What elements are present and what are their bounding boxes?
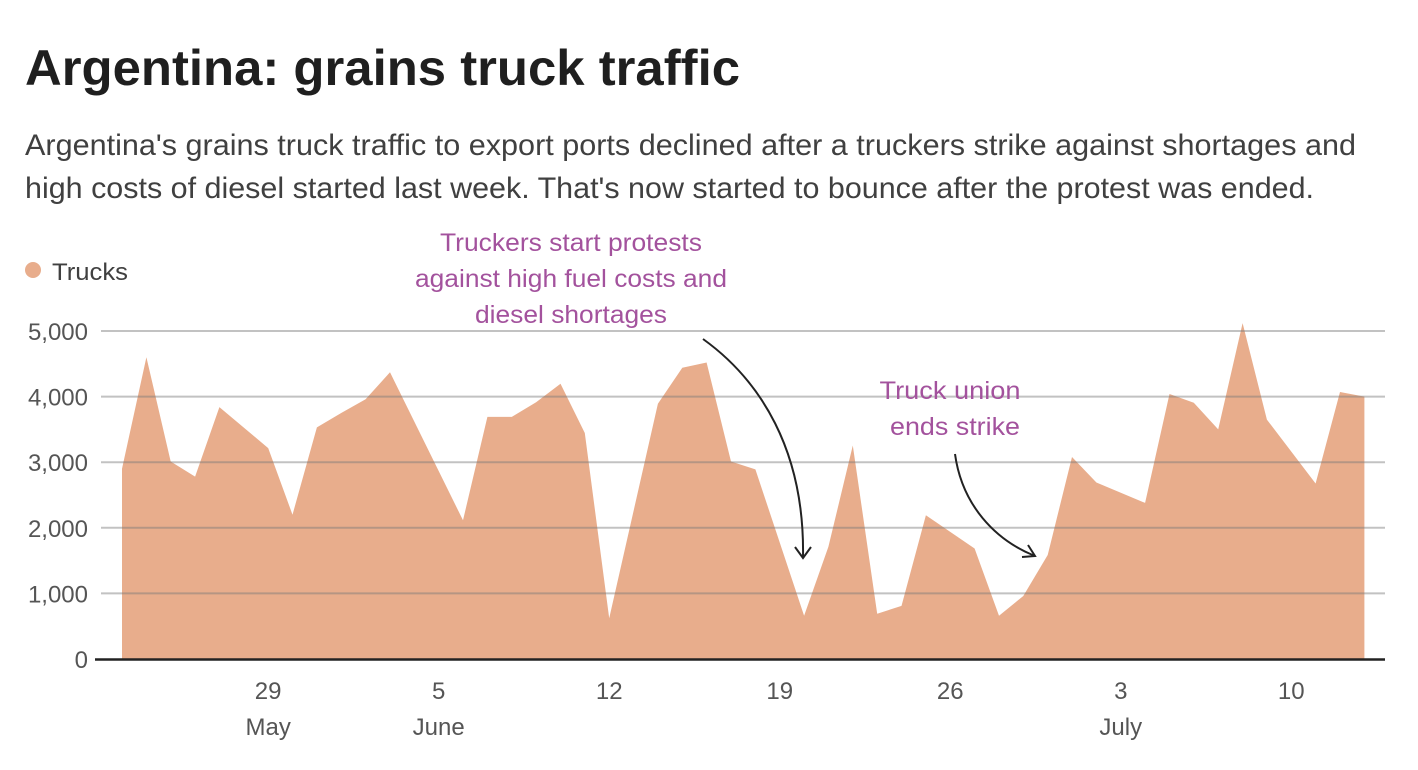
y-tick-label: 5,000: [28, 319, 88, 346]
data-point: [559, 382, 563, 386]
area-trucks: [122, 323, 1365, 659]
y-tick-label: 0: [75, 647, 88, 674]
data-point: [680, 366, 684, 370]
data-point: [1046, 553, 1050, 557]
x-tick-month-label: July: [1099, 714, 1142, 741]
data-point: [461, 518, 465, 522]
x-tick-label: 3: [1114, 678, 1127, 705]
data-point: [217, 405, 221, 409]
annotation-arrowhead-strike-ends: [1021, 544, 1037, 558]
data-point: [802, 614, 806, 618]
data-point: [656, 402, 660, 406]
data-point: [826, 545, 830, 549]
annotation-protests-start: Truckers start protests against high fue…: [415, 229, 812, 560]
data-point: [193, 475, 197, 479]
data-point: [1021, 594, 1025, 598]
legend: Trucks: [25, 259, 128, 286]
annotation-protests-line-3: diesel shortages: [475, 301, 667, 329]
data-point: [753, 467, 757, 471]
annotation-strike-ends-line-2: ends strike: [890, 413, 1020, 441]
y-tick-label: 1,000: [28, 581, 88, 608]
data-point: [169, 460, 173, 464]
x-tick-label: 5: [432, 678, 445, 705]
annotation-strike-ends: Truck union ends strike: [880, 377, 1037, 558]
y-axis-ticks: 0 1,000 2,000 3,000 4,000 5,000: [28, 319, 88, 674]
legend-label-trucks: Trucks: [52, 259, 128, 286]
data-point: [315, 425, 319, 429]
annotation-strike-ends-line-1: Truck union: [880, 377, 1021, 405]
data-point: [510, 415, 514, 419]
data-point: [1168, 392, 1172, 396]
data-point: [851, 444, 855, 448]
x-axis-ticks: 29 May 5 June 12 19 26 3 July 10: [245, 678, 1304, 741]
gridlines: [101, 330, 1385, 595]
data-point: [339, 411, 343, 415]
data-point: [388, 370, 392, 374]
annotation-protests-line-2: against high fuel costs and: [415, 265, 727, 293]
data-point: [120, 467, 124, 471]
x-tick-label: 19: [766, 678, 793, 705]
data-point: [1143, 501, 1147, 505]
data-point: [1241, 321, 1245, 325]
data-point: [924, 513, 928, 517]
data-point: [1094, 481, 1098, 485]
data-point: [729, 460, 733, 464]
data-point: [997, 614, 1001, 618]
chart-title: Argentina: grains truck traffic: [25, 40, 740, 96]
data-point: [266, 446, 270, 450]
data-point: [875, 612, 879, 616]
data-point: [973, 547, 977, 551]
data-point: [144, 355, 148, 359]
legend-swatch-trucks: [25, 262, 41, 278]
x-tick-month-label: May: [245, 714, 290, 741]
chart-subtitle-line-1: Argentina's grains truck traffic to expo…: [25, 129, 1356, 162]
annotation-arrow-protests: [702, 338, 805, 559]
annotation-protests-line-1: Truckers start protests: [440, 229, 702, 257]
data-point: [291, 513, 295, 517]
data-point: [1216, 427, 1220, 431]
data-point: [1192, 401, 1196, 405]
x-tick-label: 10: [1278, 678, 1305, 705]
data-point: [1362, 395, 1366, 399]
y-tick-label: 4,000: [28, 385, 88, 412]
data-point: [1314, 482, 1318, 486]
data-point: [1265, 418, 1269, 422]
y-tick-label: 3,000: [28, 450, 88, 477]
x-tick-month-label: June: [413, 714, 465, 741]
data-point: [705, 361, 709, 365]
area-layer: [122, 323, 1365, 659]
y-tick-label: 2,000: [28, 516, 88, 543]
x-tick-label: 26: [937, 678, 964, 705]
data-point: [1338, 390, 1342, 394]
annotation-arrowhead-protests: [794, 546, 812, 560]
data-point: [900, 604, 904, 608]
x-tick-label: 12: [596, 678, 623, 705]
data-point: [364, 397, 368, 401]
data-point: [1070, 455, 1074, 459]
chart-subtitle-line-2: high costs of diesel started last week. …: [25, 172, 1314, 205]
data-point: [485, 415, 489, 419]
annotation-arrow-strike-ends: [954, 453, 1036, 557]
data-point: [607, 616, 611, 620]
x-tick-label: 29: [255, 678, 282, 705]
data-point: [583, 431, 587, 435]
data-point: [534, 400, 538, 404]
